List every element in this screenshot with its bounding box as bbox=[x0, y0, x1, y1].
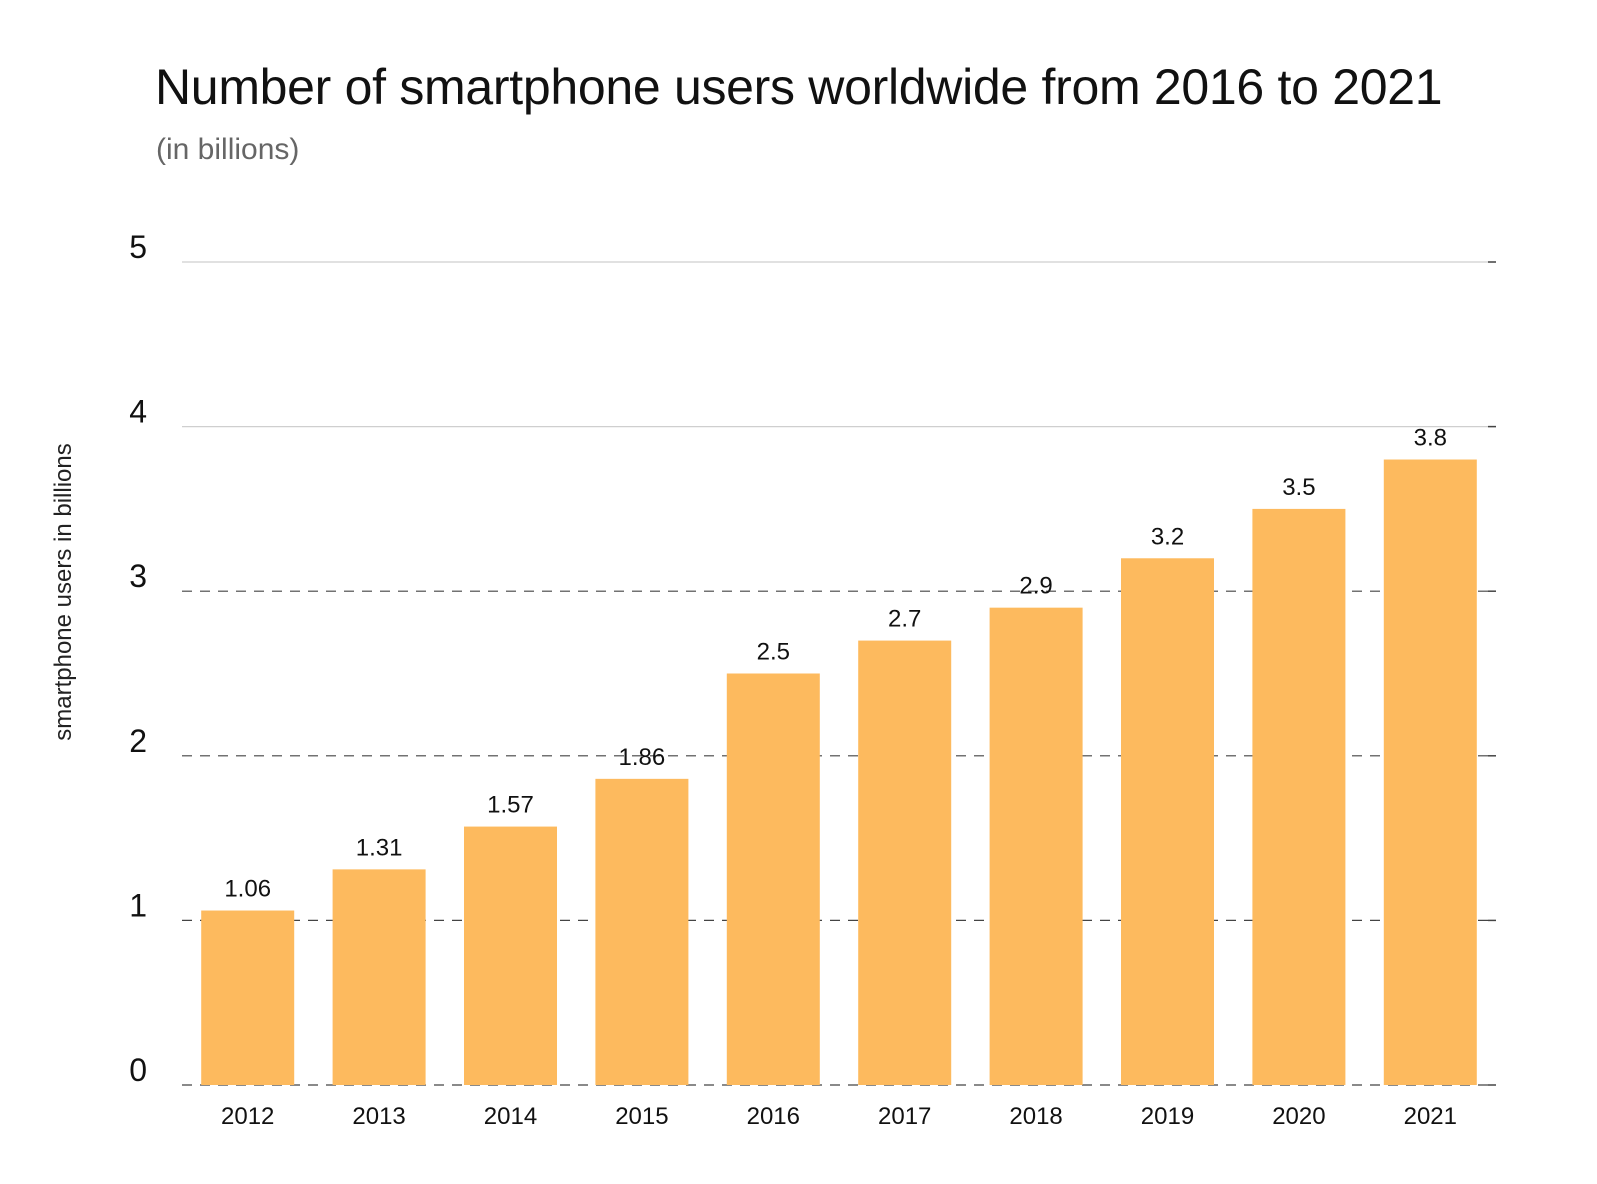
y-tick-label: 2 bbox=[129, 723, 147, 759]
x-tick-label: 2017 bbox=[878, 1103, 931, 1130]
data-label: 2.5 bbox=[757, 639, 790, 666]
bar-2019 bbox=[1121, 558, 1214, 1085]
bars bbox=[201, 459, 1477, 1085]
data-label: 1.31 bbox=[356, 834, 403, 861]
bar-2020 bbox=[1252, 508, 1346, 1085]
y-tick-label: 5 bbox=[129, 229, 147, 265]
bar-2014 bbox=[464, 826, 557, 1085]
bar-2021 bbox=[1383, 459, 1477, 1085]
x-tick-label: 2018 bbox=[1009, 1103, 1062, 1130]
data-label: 2.7 bbox=[888, 606, 921, 633]
y-tick-label: 4 bbox=[129, 394, 147, 430]
data-label: 3.5 bbox=[1282, 474, 1315, 501]
data-label: 1.57 bbox=[487, 792, 534, 819]
bar-2016 bbox=[726, 673, 820, 1085]
x-tick-label: 2021 bbox=[1404, 1103, 1457, 1130]
data-label: 1.86 bbox=[619, 744, 666, 771]
chart-title: Number of smartphone users worldwide fro… bbox=[155, 59, 1443, 115]
bar-2015 bbox=[595, 778, 689, 1085]
x-tick-label: 2020 bbox=[1272, 1103, 1325, 1130]
bar-2017 bbox=[858, 640, 952, 1085]
data-label: 1.06 bbox=[224, 876, 271, 903]
x-tick-label: 2019 bbox=[1141, 1103, 1194, 1130]
x-tick-label: 2013 bbox=[352, 1103, 405, 1130]
data-label: 2.9 bbox=[1019, 573, 1052, 600]
data-label: 3.2 bbox=[1151, 523, 1184, 550]
bar-2012 bbox=[201, 910, 295, 1085]
axes: 0 1 2 3 4 5 2012 2013 2014 2015 2016 2017 2018 2019 20… bbox=[129, 229, 1457, 1130]
x-tick-label: 2016 bbox=[747, 1103, 800, 1130]
bar-2013 bbox=[332, 869, 426, 1085]
y-tick-label: 3 bbox=[129, 558, 147, 594]
chart-subtitle: (in billions) bbox=[156, 133, 300, 166]
y-tick-label: 1 bbox=[129, 887, 147, 923]
bar-2018 bbox=[989, 607, 1083, 1085]
x-tick-label: 2012 bbox=[221, 1103, 274, 1130]
x-tick-label: 2014 bbox=[484, 1103, 537, 1130]
data-labels: 1.06 1.31 1.57 1.86 2.5 2.7 2.9 3.2 3.5 3.8 bbox=[224, 425, 1447, 903]
data-label: 3.8 bbox=[1414, 425, 1447, 452]
y-tick-label: 0 bbox=[129, 1052, 147, 1088]
x-tick-label: 2015 bbox=[615, 1103, 668, 1130]
